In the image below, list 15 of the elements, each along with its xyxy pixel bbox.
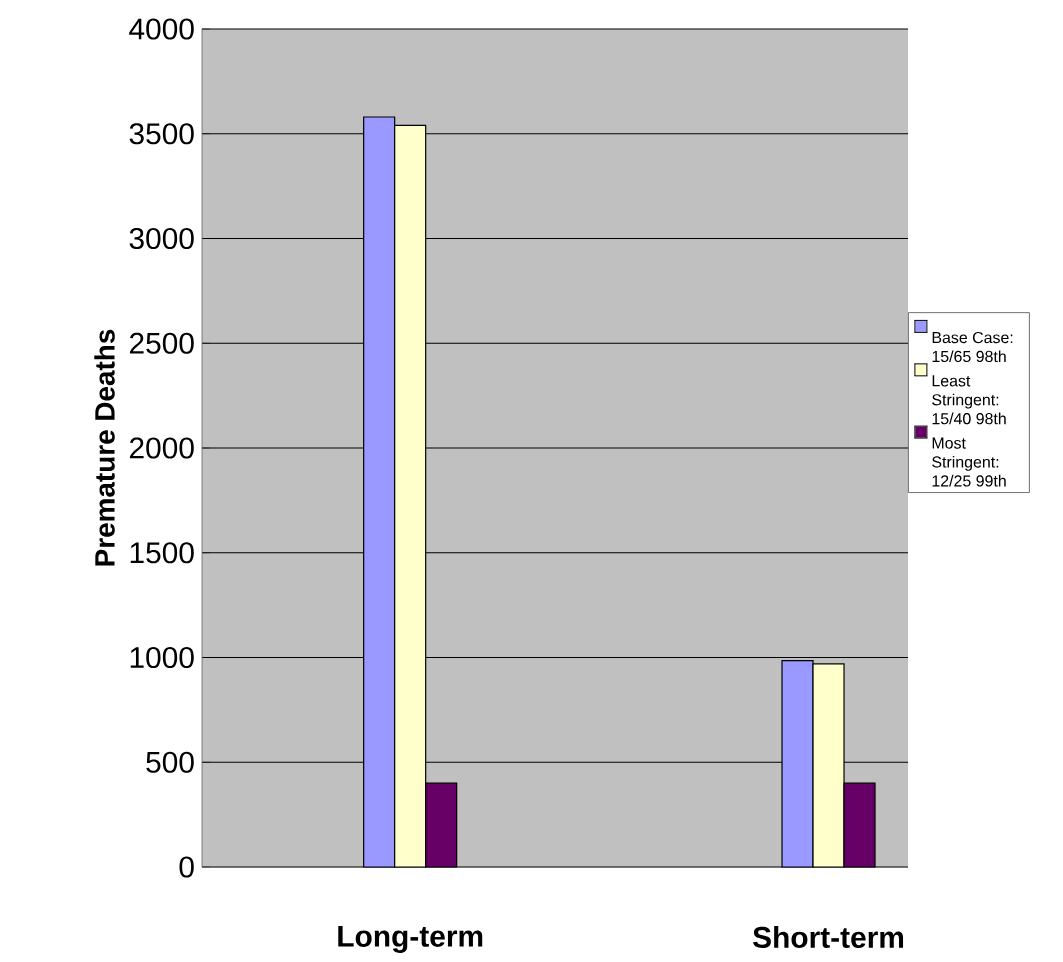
- y-tick-label: 3000: [129, 227, 194, 250]
- x-tick-label: Long-term: [338, 926, 483, 953]
- y-tick-label: 500: [146, 751, 194, 773]
- legend-label: Base Case: 15/65 98th: [932, 331, 1013, 363]
- y-tick-label: 1500: [130, 542, 194, 564]
- y-tick-label: 2500: [129, 332, 194, 354]
- x-tick-label: Short-term: [753, 926, 904, 948]
- y-tick-label: 4000: [129, 18, 194, 40]
- y-tick-label: 1000: [130, 646, 194, 669]
- y-tick-label: 2000: [129, 437, 194, 459]
- y-tick-label: 3500: [129, 123, 194, 145]
- y-tick-label: 0: [179, 856, 194, 878]
- legend-label: Least Stringent: 15/40 98th: [932, 375, 1006, 425]
- y-axis-title: Premature Deaths: [94, 329, 115, 566]
- legend-label: Most Stringent: 12/25 99th: [932, 437, 1006, 487]
